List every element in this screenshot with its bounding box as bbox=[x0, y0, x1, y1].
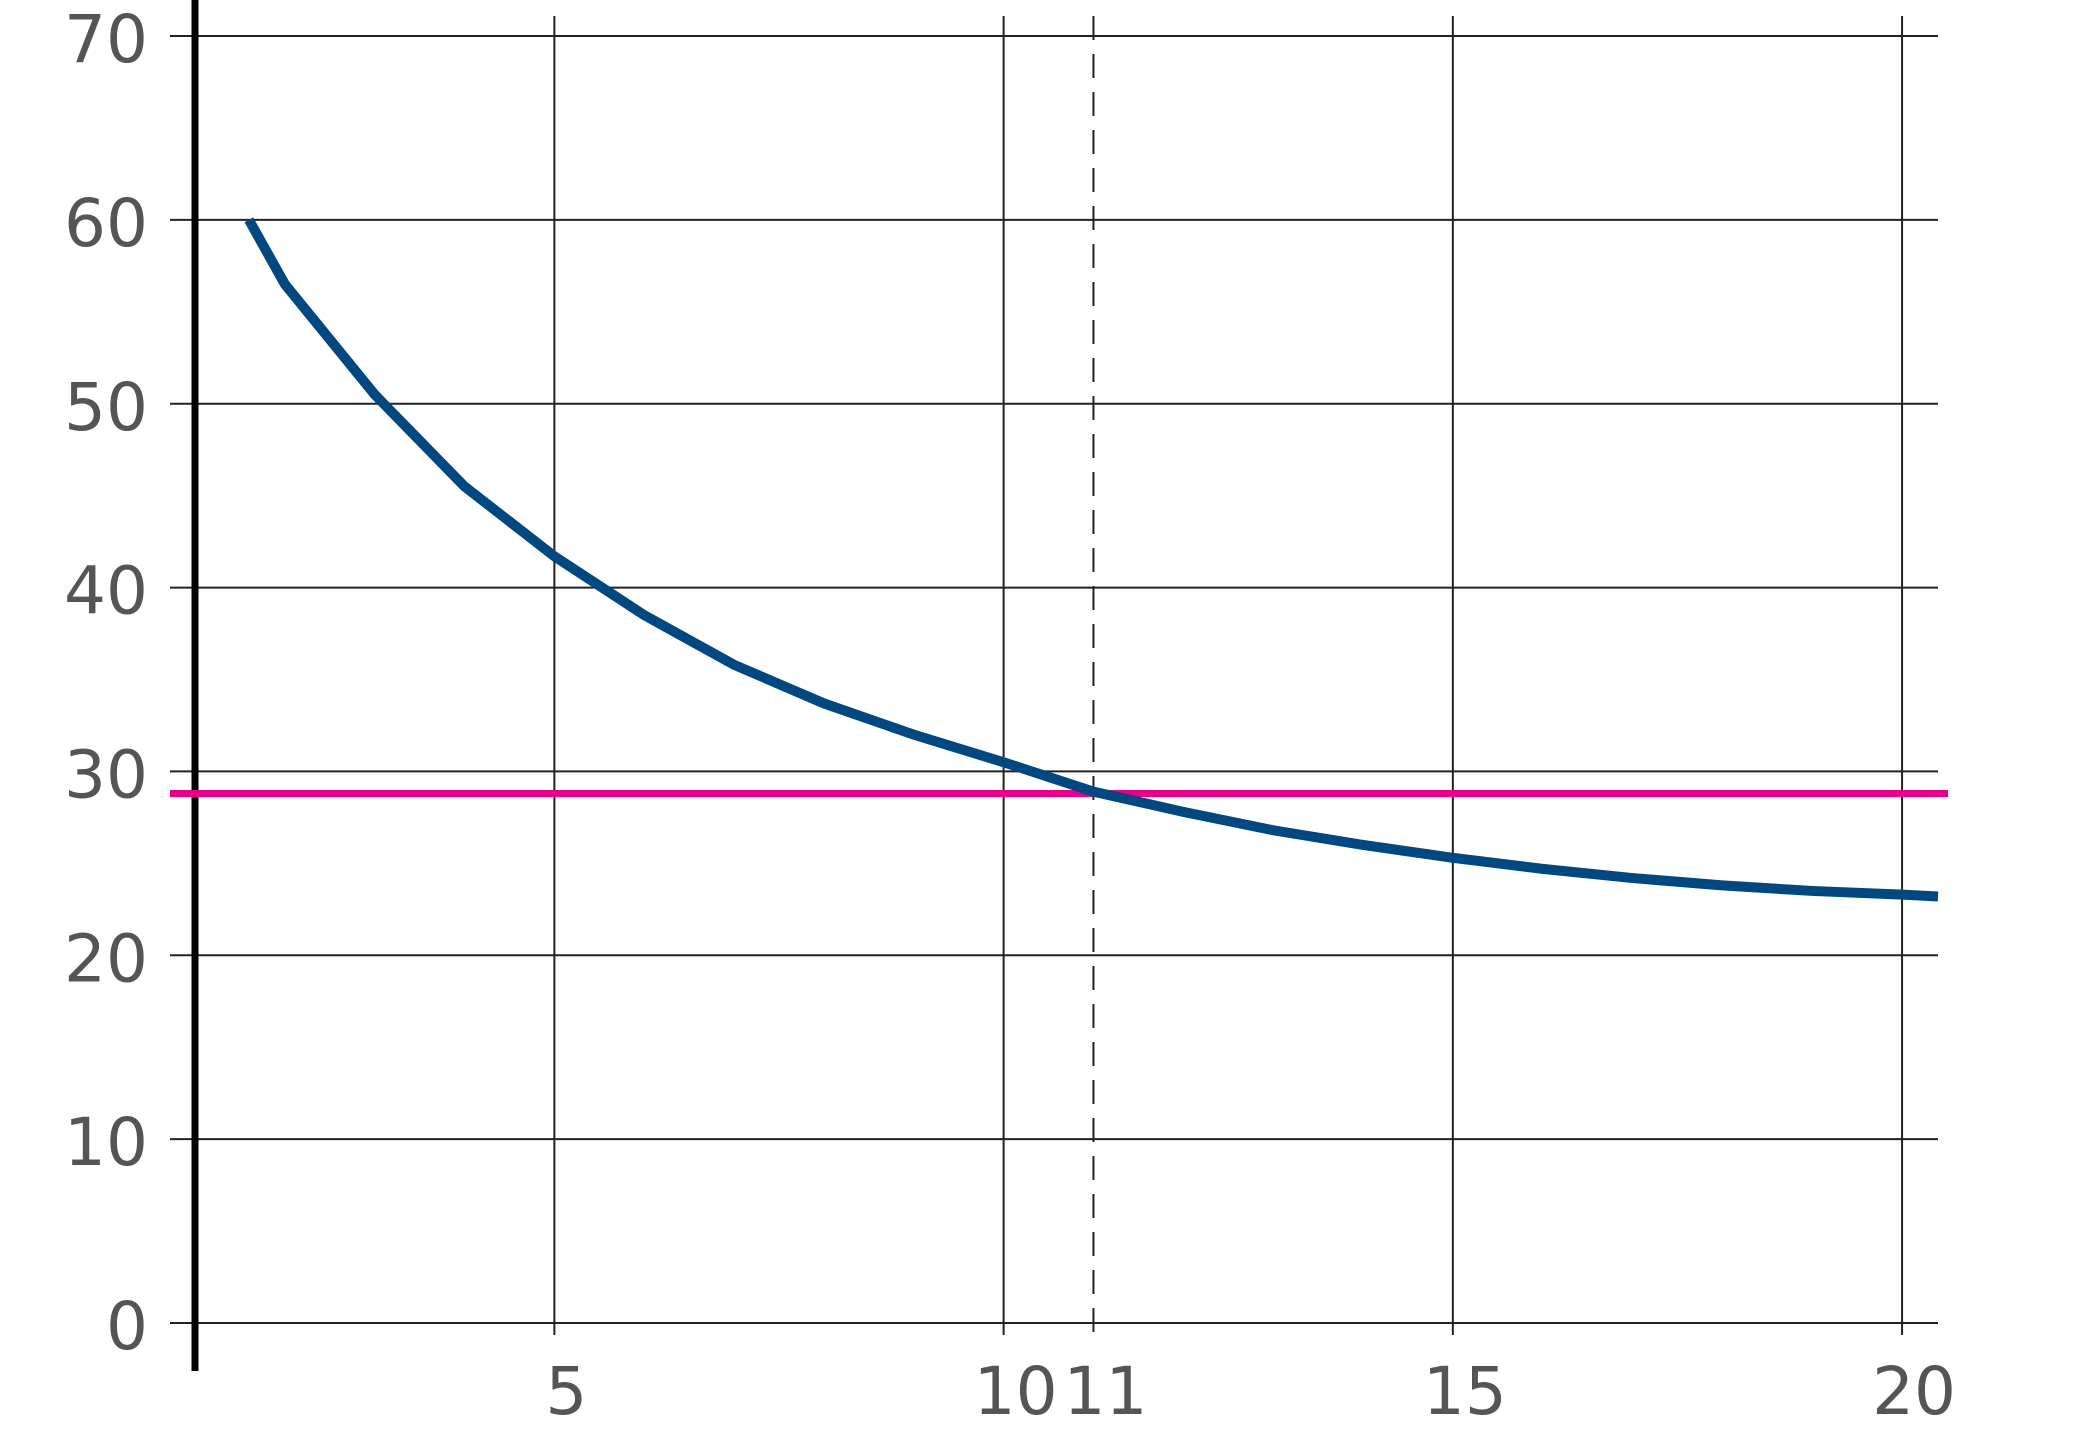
x-tick-label: 5 bbox=[545, 1353, 587, 1430]
y-tick-label: 60 bbox=[64, 185, 148, 262]
x-tick-label: 11 bbox=[1063, 1353, 1147, 1430]
x-tick-label: 10 bbox=[974, 1353, 1058, 1430]
y-tick-label: 0 bbox=[106, 1288, 148, 1365]
line-series bbox=[244, 217, 1939, 902]
x-tick-label: 15 bbox=[1423, 1353, 1507, 1430]
y-tick-label: 10 bbox=[64, 1104, 148, 1181]
x-tick-label: 20 bbox=[1872, 1353, 1956, 1430]
y-tick-label: 70 bbox=[64, 1, 148, 78]
y-tick-label: 40 bbox=[64, 553, 148, 630]
y-tick-label: 50 bbox=[64, 369, 148, 446]
y-tick-label: 30 bbox=[64, 736, 148, 813]
y-tick-label: 20 bbox=[64, 920, 148, 997]
